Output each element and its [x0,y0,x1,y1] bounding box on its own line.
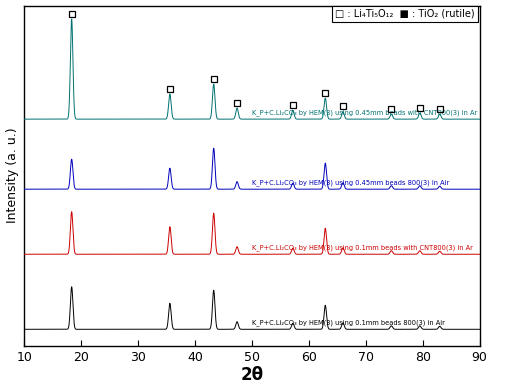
Text: □ : Li₄Ti₅O₁₂  ■ : TiO₂ (rutile): □ : Li₄Ti₅O₁₂ ■ : TiO₂ (rutile) [335,9,475,19]
X-axis label: 2θ: 2θ [240,367,263,385]
Text: K_P+C.Li₂CO₃ by HEM(3) using 0.1mm beads 800(3) in Air: K_P+C.Li₂CO₃ by HEM(3) using 0.1mm beads… [252,319,445,326]
Text: K_P+C.Li₂CO₃ by HEM(3) using 0.1mm beads with CNT800(3) in Ar: K_P+C.Li₂CO₃ by HEM(3) using 0.1mm beads… [252,244,473,251]
Text: K_P+C.Li₂CO₃ by HEM(3) using 0.45mm beads with CNT800(3) in Ar: K_P+C.Li₂CO₃ by HEM(3) using 0.45mm bead… [252,109,477,116]
Y-axis label: Intensity (a. u.): Intensity (a. u.) [6,128,18,223]
Text: K_P+C.Li₂CO₃ by HEM(3) using 0.45mm beads 800(3) in Air: K_P+C.Li₂CO₃ by HEM(3) using 0.45mm bead… [252,179,449,186]
